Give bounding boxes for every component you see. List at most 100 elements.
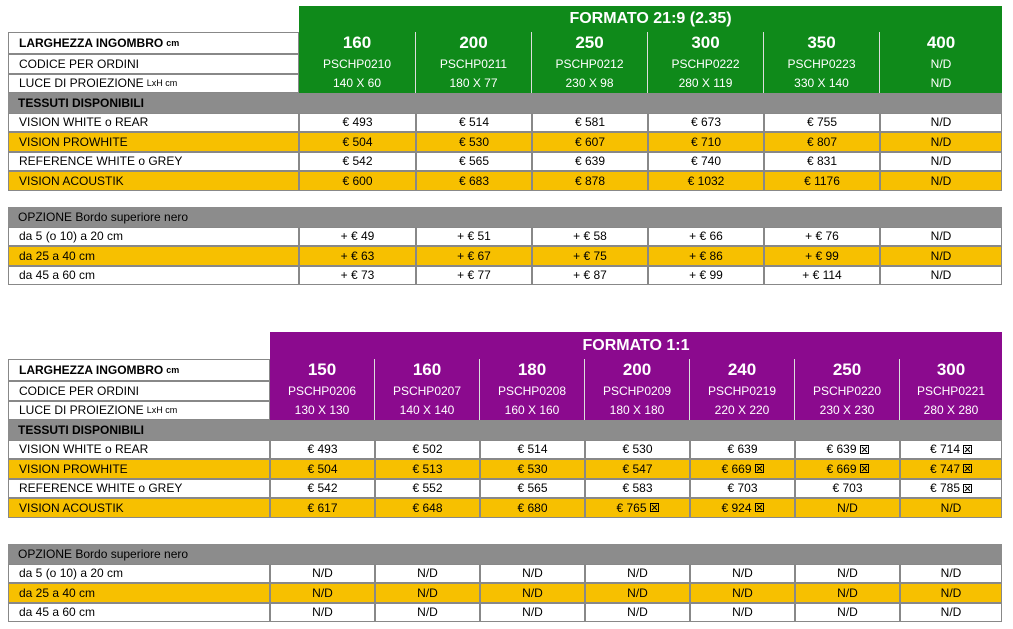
fabric-price-text: € 710 [690,134,722,149]
option-price-text: + € 86 [689,248,723,263]
projection-size-text: 330 X 140 [794,76,849,91]
size-header: 400 [880,32,1002,54]
fabric-price: € 648 [375,498,480,518]
option-name: da 5 (o 10) a 20 cm [8,226,299,246]
option-price: + € 87 [532,265,648,285]
option-price: + € 58 [532,226,648,246]
label-code: CODICE PER ORDINI [8,54,299,74]
fabric-price: € 703 [690,478,795,498]
projection-size: 130 X 130 [270,400,375,420]
projection-size-text: 230 X 98 [565,76,614,91]
option-price: N/D [270,563,375,583]
fabric-name-text: VISION ACOUSTIK [19,173,124,188]
order-code: PSCHP0219 [690,381,795,401]
option-price: N/D [480,583,585,603]
fabric-price: € 565 [480,478,585,498]
fabric-price-text: € 600 [342,173,373,188]
order-code-text: PSCHP0219 [707,383,777,398]
option-price: N/D [270,602,375,622]
fabric-name-text: REFERENCE WHITE o GREY [19,481,183,496]
size-header: 200 [585,359,690,381]
fabric-price: € 710 [648,132,764,152]
option-price-text: N/D [732,566,753,581]
size-header: 200 [416,32,532,54]
size-header-text: 160 [412,360,442,379]
order-code-text: PSCHP0206 [287,383,357,398]
fabric-price: € 530 [480,459,585,479]
size-header: 160 [299,32,416,54]
option-price-text: N/D [837,585,858,600]
option-price: + € 67 [416,246,532,266]
fabric-price-text: € 639 [826,442,857,457]
option-price: N/D [375,563,480,583]
option-price-text: + € 66 [689,229,723,244]
fabric-price-text: € 714 [929,442,961,457]
order-code: PSCHP0208 [480,381,585,401]
order-code-text: PSCHP0207 [392,383,462,398]
option-price: + € 75 [532,246,648,266]
fabric-price-text: € 639 [727,442,758,457]
format-title: FORMATO 1:1 [270,332,1002,359]
option-price-text: + € 99 [689,268,723,283]
option-price-text: N/D [627,585,648,600]
fabric-price-text: € 831 [806,154,838,169]
projection-size: 180 X 77 [416,73,532,93]
option-price: N/D [585,583,690,603]
option-price: + € 66 [648,226,764,246]
fabric-price-text: € 552 [412,481,443,496]
option-name: da 45 a 60 cm [8,602,270,622]
option-price-text: + € 63 [340,248,375,263]
option-header-text: OPZIONE Bordo superiore nero [18,546,189,561]
option-price-text: N/D [417,566,438,581]
fabric-price-text: € 747 [929,461,961,476]
fabric-price-text: € 703 [727,481,758,496]
option-price-text: N/D [837,566,858,581]
projection-size-text: 280 X 119 [678,76,733,91]
fabric-price: € 547 [585,459,690,479]
projection-size: 160 X 160 [480,400,585,420]
size-header: 300 [900,359,1002,381]
fabric-price-text: € 617 [307,500,338,515]
projection-size-text: 180 X 180 [609,403,665,418]
fabric-price: € 747 [900,459,1002,479]
label-width-unit: cm [166,38,180,48]
option-price-text: N/D [312,605,333,620]
order-code-text: PSCHP0212 [555,56,624,71]
fabric-price: € 755 [764,112,880,132]
label-width-text: LARGHEZZA INGOMBRO [19,363,164,377]
option-price: N/D [375,583,480,603]
fabrics-header: TESSUTI DISPONIBILI [8,420,1002,440]
option-price: + € 73 [299,265,416,285]
option-price: N/D [795,602,900,622]
boxed-x-icon [859,464,869,474]
fabric-price-text: € 530 [622,442,653,457]
fabric-price-text: € 493 [342,115,373,130]
option-price-text: + € 76 [805,229,839,244]
fabric-price: € 581 [532,112,648,132]
projection-size: 180 X 180 [585,400,690,420]
fabric-price-text: € 755 [806,115,838,130]
option-price-text: N/D [732,605,753,620]
option-price-text: + € 58 [573,229,607,244]
fabrics-header-text: TESSUTI DISPONIBILI [18,422,145,437]
order-code-text: PSCHP0220 [812,383,882,398]
fabric-price-text: € 924 [721,500,752,515]
projection-size: 230 X 230 [795,400,900,420]
label-code: CODICE PER ORDINI [8,381,270,401]
option-price-text: + € 73 [340,268,375,283]
option-price-text: N/D [312,566,333,581]
option-price-text: N/D [522,566,543,581]
fabric-price-text: € 530 [517,461,548,476]
fabric-price-text: € 581 [574,115,606,130]
label-light: LUCE DI PROIEZIONE LxH cm [8,400,270,420]
size-header-text: 160 [342,33,372,52]
fabric-name-text: VISION PROWHITE [19,134,128,149]
fabric-price-text: € 785 [929,481,961,496]
option-price-text: + € 51 [457,229,491,244]
option-price-text: + € 114 [802,268,842,283]
projection-size-text: 230 X 230 [819,403,875,418]
label-light-unit: LxH cm [146,78,178,89]
fabric-price-text: N/D [930,134,952,149]
label-light: LUCE DI PROIEZIONE LxH cm [8,73,299,93]
option-price-text: + € 75 [573,248,607,263]
